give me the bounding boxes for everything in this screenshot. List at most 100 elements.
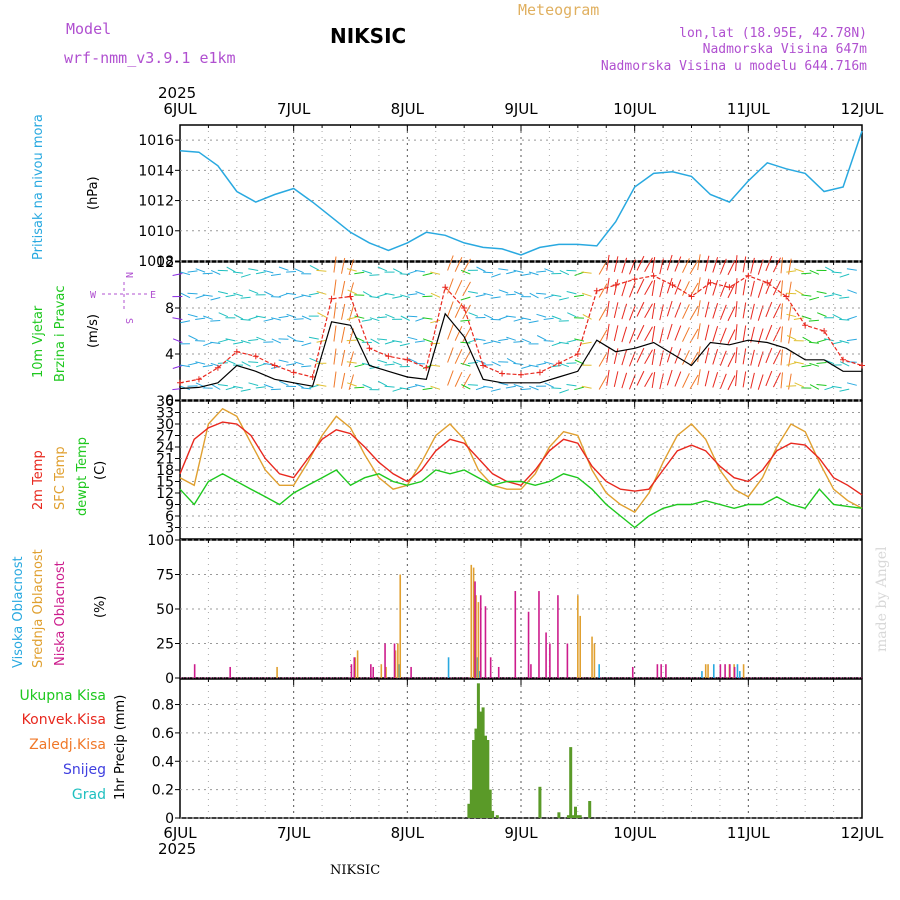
wind-vector <box>613 371 619 388</box>
wind-vector <box>377 359 388 364</box>
pressure-series <box>179 130 863 256</box>
wind-vector <box>467 384 478 386</box>
wind-vector <box>816 339 827 343</box>
wind-vector <box>278 315 289 319</box>
wind-gust-marker <box>233 348 240 355</box>
wind-gust-marker <box>518 371 524 378</box>
wind-vector <box>341 372 346 389</box>
wind-vector <box>757 374 764 390</box>
wind-vector <box>636 324 645 340</box>
wind-vector <box>598 375 608 390</box>
wind-vector <box>294 268 304 274</box>
temperature-unit: (C) <box>93 461 108 480</box>
wind-vector <box>240 296 251 299</box>
wind-vector <box>376 338 388 341</box>
pressure-panel: 1016 1014 1012 1010 1008 Pritisak na nivou m… <box>31 114 863 270</box>
wind-vector <box>839 273 850 278</box>
wind-vector <box>505 270 516 275</box>
wind-vector <box>422 338 433 343</box>
y-tick-label: 30 <box>156 417 174 433</box>
wind-vector <box>346 268 357 272</box>
wind-vector <box>742 371 747 388</box>
dewpoint-line <box>179 469 863 529</box>
wind-vector <box>636 347 645 363</box>
wind-gust-marker <box>821 328 828 334</box>
cloud-panel: 100 75 50 25 0 Visoka Oblacnost Srednja Obla… <box>11 533 863 687</box>
day-label-top: 9JUL <box>504 100 538 118</box>
y-tick-label: 27 <box>156 429 174 445</box>
wind-vector <box>248 289 259 294</box>
wind-vector <box>430 271 441 275</box>
wind-vector <box>384 292 395 296</box>
wind-vector <box>651 372 656 388</box>
wind-vector <box>824 338 835 342</box>
wind-vector <box>333 371 337 388</box>
day-label-top: 7JUL <box>277 100 311 118</box>
wind-vector <box>613 302 619 319</box>
wind-vector <box>202 294 213 297</box>
wind-vector <box>422 295 433 298</box>
wind-vector <box>801 272 812 275</box>
wind-vector <box>187 313 198 318</box>
y-tick-label: 25 <box>156 637 174 653</box>
wind-label: 10m Vjetar <box>31 305 46 378</box>
credit-label: made by Angel <box>874 546 890 652</box>
wind-vector <box>551 294 562 297</box>
wind-vector <box>316 384 327 387</box>
day-label-bottom: 10JUL <box>613 824 656 842</box>
wind-vector <box>498 338 509 342</box>
wind-vector <box>674 348 682 364</box>
wind-vector <box>454 325 463 341</box>
wind-vector <box>347 382 357 387</box>
wind-vector <box>233 292 244 297</box>
wind-vector <box>414 340 425 343</box>
wind-vector <box>682 258 690 273</box>
day-label-bottom: 9JUL <box>504 824 538 842</box>
wind-vector <box>341 349 346 366</box>
wind-vector <box>399 343 410 347</box>
total-precip-bar <box>484 735 487 818</box>
total-precip-bar <box>469 789 473 818</box>
wind-vector <box>308 292 319 296</box>
y-tick-label: 1014 <box>138 163 174 179</box>
wind-vector <box>682 373 690 388</box>
day-label-top: 6JUL <box>163 100 197 118</box>
wind-vector <box>574 386 585 391</box>
wind-vector <box>765 278 773 295</box>
wind-vector <box>801 364 812 368</box>
wind-vector <box>233 385 244 389</box>
wind-vector <box>772 349 781 365</box>
wind-vector <box>233 313 244 320</box>
wind-vector <box>392 361 403 366</box>
wind-vector <box>644 326 653 341</box>
day-label-top: 12JUL <box>841 100 884 118</box>
wind-vector <box>210 297 221 301</box>
wind-vector <box>651 303 656 319</box>
wind-vector <box>839 296 850 299</box>
wind-vector <box>521 273 532 276</box>
wind-vector <box>786 292 797 295</box>
total-precip-bar <box>488 789 492 818</box>
wind-vector <box>780 372 783 389</box>
wind-vector <box>462 350 471 366</box>
model-elevation-label: Nadmorska Visina u modelu 644.716m <box>601 59 867 74</box>
wind-vector <box>598 283 608 298</box>
wind-vector <box>621 372 628 389</box>
wind-vector <box>674 325 682 341</box>
pressure-label: Pritisak na nivou mora <box>31 114 46 260</box>
wind-vector <box>447 347 454 363</box>
wind-vector <box>270 273 281 276</box>
wind-vector <box>513 269 524 273</box>
wind-vector <box>513 384 524 388</box>
wind-vector <box>666 300 673 317</box>
wind-vector <box>399 294 410 298</box>
wind-vector <box>621 280 628 297</box>
precip-series <box>467 683 592 818</box>
wind-gust-marker <box>555 360 562 367</box>
wind-vector <box>780 326 783 343</box>
wind-vector <box>528 364 539 368</box>
t2m-label: 2m Temp <box>31 450 46 510</box>
wind-vector <box>447 324 454 340</box>
wind-vector <box>202 272 213 275</box>
